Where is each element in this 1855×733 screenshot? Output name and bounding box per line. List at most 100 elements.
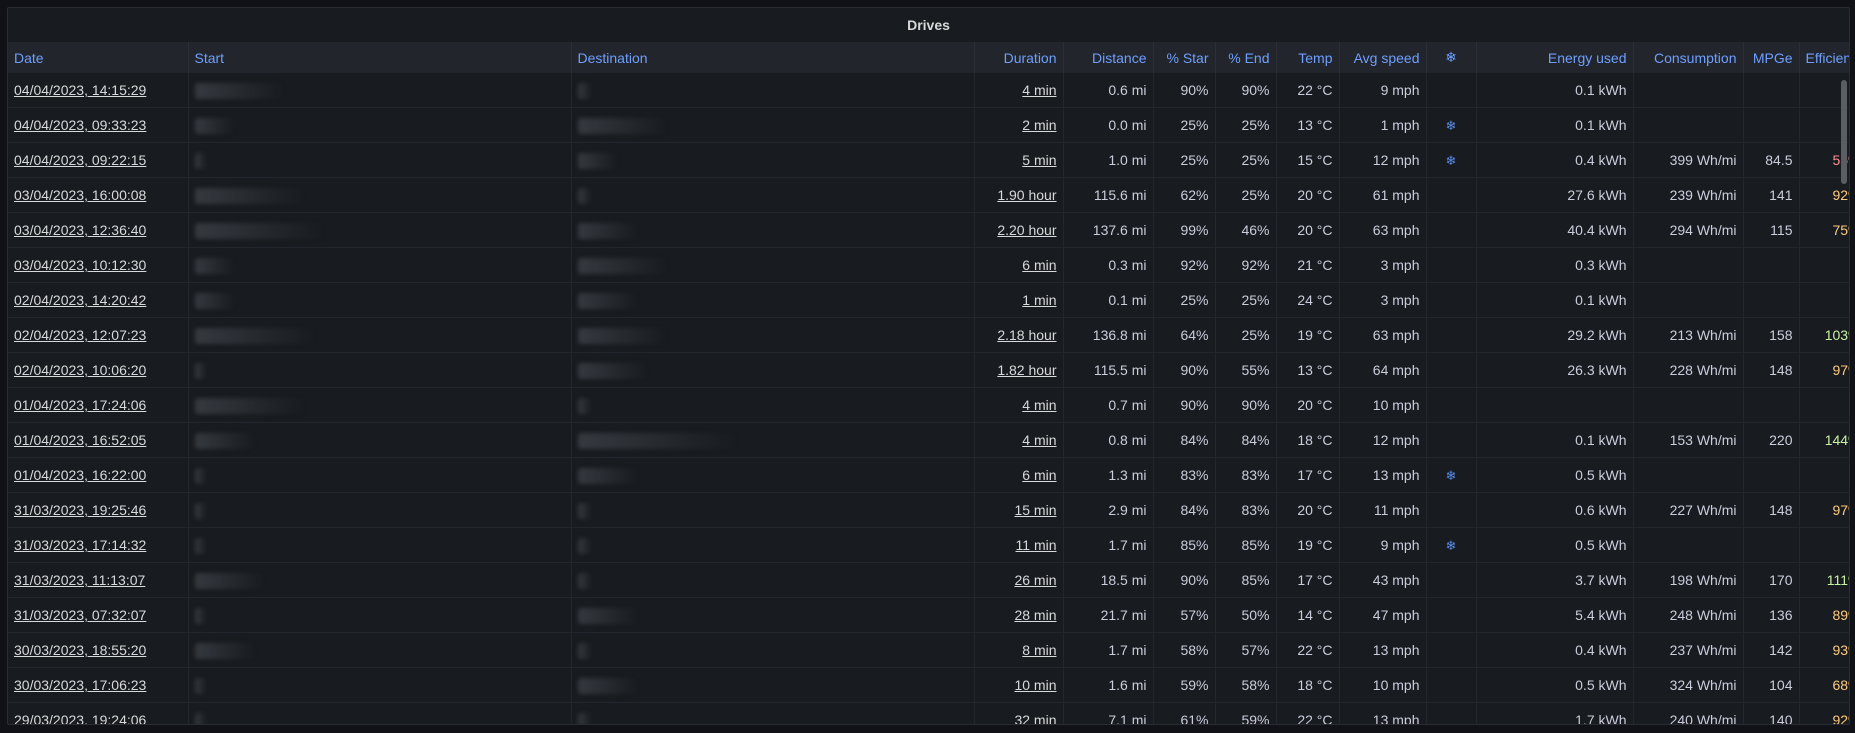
cell-duration[interactable]: 32 min (974, 702, 1064, 724)
cell-energy: 0.1 kWh (1476, 73, 1634, 108)
duration-link[interactable]: 15 min (1014, 502, 1057, 518)
drive-date-link[interactable]: 01/04/2023, 16:52:05 (14, 432, 147, 448)
drive-date-link[interactable]: 31/03/2023, 19:25:46 (14, 502, 147, 518)
cell-duration[interactable]: 1.90 hour (974, 177, 1064, 213)
cell-date[interactable]: 30/03/2023, 18:55:20 (8, 632, 189, 668)
cell-date[interactable]: 01/04/2023, 16:22:00 (8, 457, 189, 493)
col-header-end-pct[interactable]: % End (1215, 42, 1277, 73)
drives-table-container[interactable]: Date Start Destination Duration Distance… (8, 42, 1849, 724)
cell-date[interactable]: 04/04/2023, 09:22:15 (8, 142, 189, 178)
cell-duration[interactable]: 6 min (974, 457, 1064, 493)
cell-duration[interactable]: 2.20 hour (974, 212, 1064, 248)
drive-date-link[interactable]: 03/04/2023, 16:00:08 (14, 187, 147, 203)
drive-date-link[interactable]: 04/04/2023, 14:15:29 (14, 82, 147, 98)
cell-duration[interactable]: 11 min (974, 527, 1064, 563)
drive-date-link[interactable]: 03/04/2023, 10:12:30 (14, 257, 147, 273)
drive-date-link[interactable]: 04/04/2023, 09:22:15 (14, 152, 147, 168)
col-header-temp[interactable]: Temp (1276, 42, 1340, 73)
duration-link[interactable]: 8 min (1022, 642, 1057, 658)
drive-date-link[interactable]: 01/04/2023, 16:22:00 (14, 467, 147, 483)
col-header-energy-used[interactable]: Energy used (1476, 42, 1634, 73)
cell-duration[interactable]: 26 min (974, 562, 1064, 598)
duration-link[interactable]: 4 min (1022, 82, 1057, 98)
cell-date[interactable]: 30/03/2023, 17:06:23 (8, 667, 189, 703)
cell-date[interactable]: 03/04/2023, 12:36:40 (8, 212, 189, 248)
cell-start-pct: 59% (1153, 667, 1216, 703)
cell-date[interactable]: 31/03/2023, 19:25:46 (8, 492, 189, 528)
cell-duration[interactable]: 4 min (974, 73, 1064, 108)
duration-link[interactable]: 1 min (1022, 292, 1057, 308)
cell-duration[interactable]: 28 min (974, 597, 1064, 633)
col-header-mpge[interactable]: MPGe (1743, 42, 1800, 73)
drive-date-link[interactable]: 02/04/2023, 12:07:23 (14, 327, 147, 343)
redacted-start-address (194, 292, 235, 309)
cell-end-pct: 46% (1215, 212, 1277, 248)
col-header-start[interactable]: Start (188, 42, 572, 73)
cell-duration[interactable]: 8 min (974, 632, 1064, 668)
drive-date-link[interactable]: 01/04/2023, 17:24:06 (14, 397, 147, 413)
duration-link[interactable]: 28 min (1014, 607, 1057, 623)
drive-date-link[interactable]: 04/04/2023, 09:33:23 (14, 117, 147, 133)
cell-distance: 1.7 mi (1063, 527, 1154, 563)
col-header-date[interactable]: Date (8, 42, 189, 73)
col-header-distance[interactable]: Distance (1063, 42, 1154, 73)
col-header-duration[interactable]: Duration (974, 42, 1064, 73)
col-header-snowflake-icon[interactable]: ❄ (1426, 42, 1477, 73)
cell-date[interactable]: 29/03/2023, 19:24:06 (8, 702, 189, 724)
cell-duration[interactable]: 2.18 hour (974, 317, 1064, 353)
cell-duration[interactable]: 10 min (974, 667, 1064, 703)
cell-start (188, 107, 572, 143)
cell-date[interactable]: 02/04/2023, 10:06:20 (8, 352, 189, 388)
duration-link[interactable]: 6 min (1022, 467, 1057, 483)
drive-date-link[interactable]: 29/03/2023, 19:24:06 (14, 712, 147, 724)
cell-date[interactable]: 02/04/2023, 12:07:23 (8, 317, 189, 353)
cell-duration[interactable]: 1.82 hour (974, 352, 1064, 388)
drive-date-link[interactable]: 02/04/2023, 14:20:42 (14, 292, 147, 308)
cell-date[interactable]: 31/03/2023, 17:14:32 (8, 527, 189, 563)
cell-date[interactable]: 01/04/2023, 16:52:05 (8, 422, 189, 458)
cell-date[interactable]: 04/04/2023, 09:33:23 (8, 107, 189, 143)
duration-link[interactable]: 2.18 hour (997, 327, 1057, 343)
drive-date-link[interactable]: 31/03/2023, 11:13:07 (14, 572, 146, 588)
drive-date-link[interactable]: 03/04/2023, 12:36:40 (14, 222, 147, 238)
col-header-start-pct[interactable]: % Star (1153, 42, 1216, 73)
cell-start (188, 632, 572, 668)
col-header-consumption[interactable]: Consumption (1633, 42, 1744, 73)
duration-link[interactable]: 4 min (1022, 432, 1057, 448)
vertical-scrollbar[interactable] (1841, 80, 1847, 184)
duration-link[interactable]: 2 min (1022, 117, 1057, 133)
duration-link[interactable]: 32 min (1014, 712, 1057, 724)
col-header-destination[interactable]: Destination (571, 42, 975, 73)
drive-date-link[interactable]: 02/04/2023, 10:06:20 (14, 362, 147, 378)
duration-link[interactable]: 11 min (1015, 537, 1057, 553)
drive-date-link[interactable]: 31/03/2023, 17:14:32 (14, 537, 147, 553)
duration-link[interactable]: 5 min (1022, 152, 1057, 168)
drive-date-link[interactable]: 31/03/2023, 07:32:07 (14, 607, 147, 623)
cell-duration[interactable]: 4 min (974, 387, 1064, 423)
duration-link[interactable]: 2.20 hour (997, 222, 1057, 238)
duration-link[interactable]: 4 min (1022, 397, 1057, 413)
cell-duration[interactable]: 1 min (974, 282, 1064, 318)
duration-link[interactable]: 1.82 hour (997, 362, 1057, 378)
col-header-avg-speed[interactable]: Avg speed (1339, 42, 1427, 73)
duration-link[interactable]: 1.90 hour (997, 187, 1057, 203)
cell-duration[interactable]: 15 min (974, 492, 1064, 528)
duration-link[interactable]: 10 min (1014, 677, 1057, 693)
cell-date[interactable]: 01/04/2023, 17:24:06 (8, 387, 189, 423)
cell-consumption (1633, 387, 1744, 423)
drive-date-link[interactable]: 30/03/2023, 17:06:23 (14, 677, 147, 693)
cell-date[interactable]: 03/04/2023, 16:00:08 (8, 177, 189, 213)
cell-duration[interactable]: 2 min (974, 107, 1064, 143)
cell-date[interactable]: 02/04/2023, 14:20:42 (8, 282, 189, 318)
cell-date[interactable]: 31/03/2023, 07:32:07 (8, 597, 189, 633)
drive-date-link[interactable]: 30/03/2023, 18:55:20 (14, 642, 147, 658)
col-header-efficiency[interactable]: Efficiency (1799, 42, 1849, 73)
cell-date[interactable]: 04/04/2023, 14:15:29 (8, 73, 189, 108)
cell-date[interactable]: 31/03/2023, 11:13:07 (8, 562, 189, 598)
duration-link[interactable]: 26 min (1014, 572, 1057, 588)
cell-duration[interactable]: 4 min (974, 422, 1064, 458)
cell-duration[interactable]: 5 min (974, 142, 1064, 178)
duration-link[interactable]: 6 min (1022, 257, 1057, 273)
cell-date[interactable]: 03/04/2023, 10:12:30 (8, 247, 189, 283)
cell-duration[interactable]: 6 min (974, 247, 1064, 283)
